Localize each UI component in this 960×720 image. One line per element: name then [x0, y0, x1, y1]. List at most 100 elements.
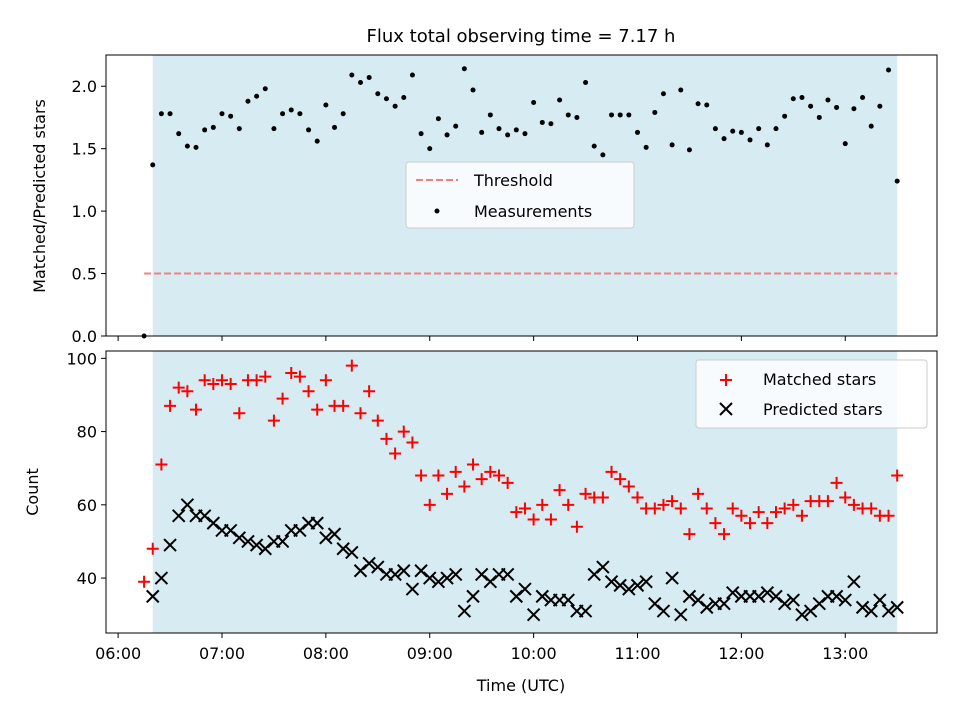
measurement-point	[643, 144, 649, 150]
matched-star-point	[224, 377, 237, 390]
top-y-axis-label: Matched/Predicted stars	[30, 99, 49, 293]
predicted-star-point	[275, 534, 290, 549]
predicted-star-point	[751, 589, 766, 604]
matched-star-point	[276, 392, 289, 405]
bottom-axes-frame	[105, 350, 938, 634]
x-tick-label: 10:00	[511, 644, 557, 663]
predicted-star-point	[829, 589, 844, 604]
measurement-point	[539, 119, 545, 125]
matched-star-point	[397, 425, 410, 438]
predicted-star-point	[180, 498, 195, 512]
measurement-point	[808, 103, 814, 109]
measurement-point	[461, 66, 467, 72]
matched-star-point	[484, 465, 497, 478]
matched-star-point	[847, 498, 860, 511]
measurement-point	[383, 96, 389, 102]
predicted-star-point	[596, 560, 610, 574]
predicted-star-point	[319, 531, 333, 545]
measurement-point	[851, 106, 857, 112]
matched-star-point	[692, 487, 705, 500]
x-tick-label: 11:00	[614, 644, 660, 663]
measurement-point	[401, 94, 407, 100]
matched-star-point	[596, 491, 609, 504]
predicted-star-point	[795, 607, 809, 622]
matched-star-point	[527, 513, 540, 526]
matched-star-point	[761, 517, 774, 530]
measurement-point	[557, 97, 563, 103]
measurement-point	[470, 87, 476, 93]
matched-star-point	[207, 377, 220, 390]
measurement-point	[860, 94, 866, 100]
predicted-star-point	[726, 586, 740, 600]
top-panel: 0.0 0.5 1.0 1.5 2.0 Flux total observing tim…	[30, 26, 938, 346]
measurement-point	[418, 131, 424, 137]
bottom-legend: Matched stars Predicted stars	[695, 359, 928, 429]
matched-legend-swatch	[720, 374, 732, 386]
matched-star-point	[475, 473, 488, 486]
predicted-star-point	[700, 600, 714, 615]
top-legend: Threshold Measurements	[405, 161, 635, 229]
measurement-point	[158, 111, 164, 117]
measurement-point	[409, 72, 415, 78]
predicted-star-point	[500, 567, 515, 582]
matched-star-point	[839, 491, 852, 504]
predicted-star-point	[431, 575, 446, 589]
chart-title: Flux total observing time = 7.17 h	[367, 26, 676, 47]
predicted-star-point	[172, 509, 186, 523]
predicted-star-point	[466, 589, 480, 604]
matched-star-point	[891, 469, 904, 482]
predicted-star-point	[336, 542, 350, 556]
bottom-marks	[138, 359, 904, 622]
measurement-point	[790, 96, 796, 102]
matched-star-point	[138, 575, 151, 588]
bottom-panel: 40 60 80 100 06:00 07:00 08:00 09:00 10:00 11:00 1…	[23, 349, 938, 695]
predicted-star-point	[232, 531, 247, 545]
measurement-point	[323, 102, 329, 108]
matched-star-point	[700, 502, 713, 515]
measurement-point	[548, 121, 554, 127]
top-legend-box	[405, 161, 635, 229]
measurement-point	[228, 113, 234, 119]
measurement-point	[591, 143, 597, 149]
matched-star-point	[631, 491, 644, 504]
matched-star-point	[544, 513, 557, 526]
top-axes-frame	[105, 54, 938, 337]
matched-star-point	[250, 374, 263, 387]
matched-star-point	[259, 370, 272, 383]
measurement-point	[834, 104, 840, 110]
predicted-star-point	[578, 604, 593, 618]
predicted-legend-label: Predicted stars	[763, 400, 883, 419]
measurement-point	[686, 147, 692, 153]
matched-star-point	[423, 498, 436, 511]
bottom-y-tick-label: 100	[66, 349, 97, 368]
top-y-tick-label: 1.0	[72, 202, 97, 221]
measurement-point	[375, 91, 381, 97]
measurement-point	[764, 142, 770, 148]
matched-star-point	[293, 370, 306, 383]
measurement-point	[427, 146, 433, 152]
measurement-point	[210, 124, 216, 130]
measurement-point	[886, 67, 892, 73]
predicted-star-point	[604, 575, 619, 589]
matched-star-point	[657, 498, 670, 511]
measurement-point	[184, 143, 190, 149]
matched-star-point	[795, 509, 808, 522]
measurement-point	[825, 97, 831, 103]
predicted-star-point	[639, 575, 653, 589]
x-axis-label: Time (UTC)	[476, 676, 565, 695]
measurement-point	[816, 114, 822, 120]
matched-star-point	[172, 381, 185, 394]
matched-star-point	[709, 517, 722, 530]
matched-star-point	[164, 399, 177, 412]
matched-star-point	[190, 403, 203, 416]
predicted-star-point	[154, 571, 169, 585]
measurement-point	[617, 112, 623, 118]
predicted-star-point	[405, 582, 420, 596]
measurement-point	[773, 126, 779, 132]
measurement-point	[193, 144, 199, 150]
measurement-point	[756, 126, 762, 132]
measurement-point	[236, 126, 242, 132]
predicted-star-point	[388, 567, 402, 582]
measurement-point	[877, 103, 883, 109]
